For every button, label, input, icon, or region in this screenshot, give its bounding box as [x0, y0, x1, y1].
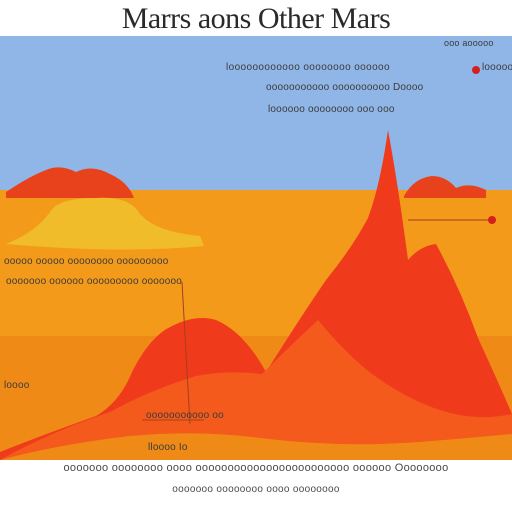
yellow-mesa [6, 197, 204, 250]
label-mid-2: ooooooo oooooo ooooooooo ooooooo [6, 276, 183, 287]
label-top-1: ooo aooooo [444, 38, 494, 48]
label-left-1: loooo [4, 380, 30, 391]
label-top-2: loooooooooooo oooooooo oooooo [226, 62, 390, 73]
label-top-3: ooooooooooo oooooooooo Doooo [266, 82, 424, 93]
label-top-5: looooo [482, 62, 512, 73]
label-bottom-1: ooooooooooo oo [146, 410, 224, 421]
footer-line-2: ooooooo oooooooo oooo oooooooo [172, 484, 340, 495]
mars-landscape-illustration: ooo aooooo loooooooooooo oooooooo oooooo… [0, 36, 512, 460]
tall-mountain [0, 130, 512, 460]
right-rock-formation [404, 176, 486, 198]
sky [0, 36, 512, 194]
label-bottom-2: lloooo Io [148, 442, 188, 453]
marker-top [472, 66, 480, 74]
label-top-4: loooooo oooooooo ooo ooo [268, 104, 395, 115]
left-rock-formation [6, 167, 134, 198]
marker-right [488, 216, 496, 224]
ground-foreground [0, 433, 512, 460]
mountain-inner-slope [0, 320, 512, 460]
leader-line-mid [181, 281, 191, 425]
footer-caption: ooooooo oooooooo oooo oooooooooooooooooo… [0, 460, 512, 512]
footer-line-1: ooooooo oooooooo oooo oooooooooooooooooo… [63, 462, 449, 474]
label-mid-1: ooooo ooooo oooooooo ooooooooo [4, 256, 169, 267]
diagram-title: Marrs aons Other Mars [121, 2, 391, 35]
landscape-svg [0, 36, 512, 460]
